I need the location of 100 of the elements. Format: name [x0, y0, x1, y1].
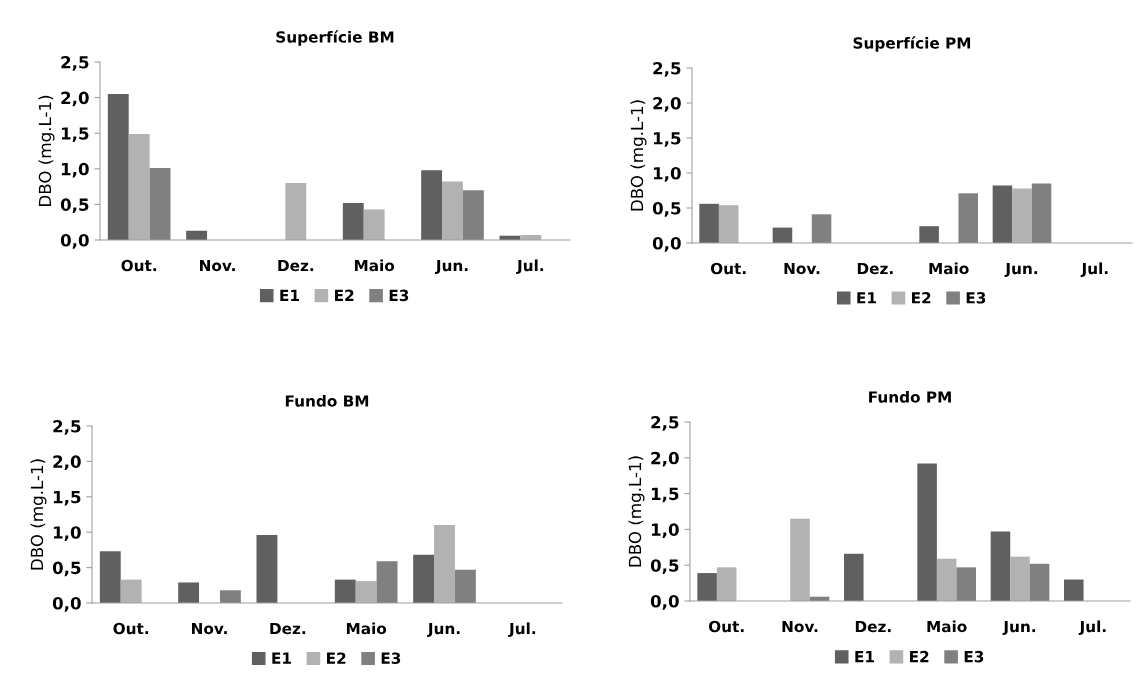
- y-tick-label: 0,0: [60, 233, 89, 249]
- x-tick-label: Jul.: [1080, 262, 1108, 278]
- x-tick-label: Maio: [927, 620, 967, 633]
- bar: [462, 190, 484, 240]
- bar: [334, 579, 356, 603]
- legend-label: E3: [964, 650, 984, 663]
- chart-title: Fundo BM: [285, 394, 369, 407]
- y-tick-label: 1,0: [53, 526, 81, 541]
- bar: [1064, 579, 1084, 601]
- y-tick-label: 2,5: [653, 61, 681, 77]
- y-tick-label: 1,0: [61, 162, 89, 178]
- bar: [917, 463, 937, 601]
- bar: [219, 590, 241, 603]
- x-tick-label: Jun.: [435, 259, 468, 275]
- x-tick-label: Jul.: [508, 622, 536, 638]
- legend-label: E2: [910, 650, 929, 663]
- x-tick-label: Nov.: [784, 262, 820, 275]
- bar: [811, 214, 832, 243]
- x-tick-label: Jun.: [427, 622, 460, 638]
- bar: [1029, 563, 1050, 601]
- x-tick-label: Out.: [121, 259, 157, 272]
- bar: [1031, 183, 1052, 243]
- x-tick-label: Nov.: [200, 259, 235, 272]
- bar: [128, 133, 150, 240]
- chart-title: Fundo PM: [869, 390, 951, 403]
- y-tick-label: 0,0: [650, 594, 679, 610]
- x-tick-label: Nov.: [782, 620, 818, 633]
- bar: [355, 581, 377, 603]
- bar: [936, 558, 957, 601]
- y-axis-title: DBO (mg.L-1): [38, 95, 55, 206]
- y-tick-label: 2,0: [653, 96, 681, 112]
- legend-label: E1: [272, 652, 291, 664]
- legend-label: E1: [280, 289, 299, 301]
- legend-label: E1: [855, 651, 874, 663]
- bar: [442, 181, 463, 240]
- bar: [790, 518, 810, 601]
- y-tick-label: 1,5: [653, 132, 681, 147]
- bar: [421, 170, 443, 240]
- y-axis-title: DBO (mg.L-1): [628, 456, 645, 567]
- y-axis-title: DBO (mg.L-1): [30, 459, 47, 570]
- x-tick-label: Maio: [346, 622, 387, 635]
- x-tick-label: Jul.: [1078, 620, 1106, 636]
- bar: [107, 94, 129, 240]
- bar: [1010, 556, 1030, 601]
- bar: [844, 553, 864, 601]
- y-tick-label: 2,0: [53, 455, 81, 471]
- y-tick-label: 0,5: [650, 559, 679, 574]
- bar: [958, 193, 978, 243]
- legend-label: E2: [335, 289, 354, 301]
- bar: [363, 209, 385, 240]
- y-tick-label: 2,5: [53, 419, 81, 435]
- x-tick-label: Maio: [354, 259, 395, 272]
- bar: [149, 168, 171, 240]
- bar: [285, 183, 307, 240]
- y-tick-label: 0,5: [60, 198, 89, 214]
- bar: [956, 567, 976, 601]
- y-tick-label: 2,5: [651, 415, 679, 431]
- bar: [919, 226, 939, 243]
- bar: [342, 202, 364, 240]
- bar: [413, 554, 435, 603]
- bar: [697, 573, 717, 601]
- x-tick-label: Dez.: [270, 622, 306, 635]
- bar: [718, 205, 739, 243]
- bar: [454, 569, 476, 603]
- bar: [99, 551, 121, 603]
- legend-label: E3: [381, 652, 401, 664]
- bar: [992, 185, 1013, 243]
- bar: [1012, 188, 1032, 243]
- legend-label: E2: [327, 652, 346, 664]
- bar: [990, 531, 1011, 601]
- y-tick-label: 0,0: [52, 596, 81, 612]
- bar: [376, 561, 398, 603]
- legend-label: E2: [912, 292, 931, 304]
- bar: [699, 203, 719, 243]
- x-tick-label: Jun.: [1004, 262, 1038, 278]
- legend-label: E3: [389, 289, 409, 302]
- chart-title: Superfície PM: [853, 36, 971, 52]
- y-tick-label: 2,0: [651, 451, 679, 467]
- x-tick-label: Out.: [113, 622, 149, 635]
- x-tick-label: Dez.: [857, 262, 893, 275]
- chart-title: Superfície BM: [276, 30, 394, 46]
- x-tick-label: Maio: [929, 262, 969, 275]
- bar: [178, 582, 200, 603]
- x-tick-label: Jun.: [1002, 620, 1036, 636]
- x-tick-label: Out.: [708, 620, 744, 633]
- y-tick-label: 0,0: [652, 236, 681, 252]
- bar: [434, 525, 455, 603]
- bar: [716, 567, 737, 601]
- y-tick-label: 0,5: [52, 561, 81, 577]
- y-tick-label: 1,0: [651, 523, 679, 539]
- x-tick-label: Jul.: [516, 259, 544, 275]
- y-tick-label: 1,5: [651, 487, 679, 503]
- y-tick-label: 1,0: [653, 166, 681, 182]
- y-tick-label: 1,5: [53, 490, 81, 506]
- y-axis-title: DBO (mg.L-1): [630, 100, 647, 211]
- bar: [120, 579, 142, 603]
- legend-label: E3: [966, 292, 986, 304]
- x-tick-label: Dez.: [855, 620, 891, 633]
- legend-label: E1: [857, 292, 876, 304]
- x-tick-label: Dez.: [278, 259, 314, 272]
